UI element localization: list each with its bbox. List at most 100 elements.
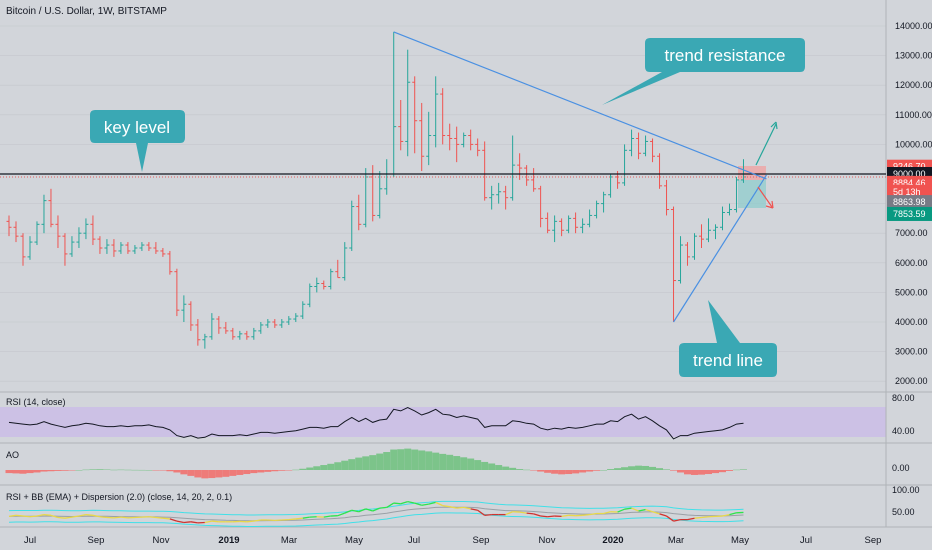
candle: [230, 327, 236, 340]
candle: [622, 144, 628, 186]
rsibb-segment: [428, 501, 436, 505]
rsibb-segment: [582, 513, 590, 516]
rsibb-segment: [687, 517, 695, 521]
ao-bar: [376, 453, 384, 470]
ao-bar: [614, 468, 622, 470]
rsibb-segment: [638, 508, 646, 512]
rsi-pane-title: RSI (14, close): [6, 397, 66, 407]
rsibb-segment: [393, 502, 401, 505]
rsibb-segment: [351, 509, 359, 513]
candle: [664, 179, 670, 216]
ao-bar: [166, 470, 174, 472]
time-label: Mar: [281, 535, 297, 546]
candle: [48, 188, 54, 228]
candle: [55, 215, 61, 248]
rsibb-segment: [701, 516, 709, 519]
candle: [398, 100, 404, 151]
ao-bar: [229, 470, 237, 476]
rsibb-segment: [722, 513, 730, 517]
rsibb-segment: [561, 514, 569, 518]
ao-bar: [285, 470, 293, 471]
trend-resistance-line[interactable]: [393, 31, 767, 180]
ao-bar: [404, 448, 412, 470]
ao-bar: [82, 469, 90, 471]
ao-bar: [117, 469, 125, 471]
ao-bar: [264, 470, 272, 472]
price-tick: 5000.00: [895, 287, 928, 297]
callout-key-level[interactable]: key level: [90, 110, 185, 172]
rsibb-segment: [540, 515, 548, 518]
candle: [307, 283, 313, 308]
candle: [356, 194, 362, 231]
rsibb-segment: [204, 520, 212, 524]
callout-label: trend resistance: [665, 46, 786, 65]
callout-trend-resistance[interactable]: trend resistance: [602, 38, 805, 105]
candle: [706, 218, 711, 243]
candle: [118, 242, 124, 254]
candle: [447, 123, 453, 151]
ao-bar: [131, 469, 139, 471]
bb-lower: [8, 512, 744, 527]
rsibb-segment: [337, 512, 345, 517]
rsibb-segment: [113, 516, 121, 519]
candle: [34, 221, 40, 246]
candle: [342, 242, 348, 281]
candle: [209, 313, 215, 340]
candle: [41, 194, 47, 234]
candle: [174, 268, 180, 317]
ao-bar: [698, 470, 706, 475]
callout-trend-line[interactable]: trend line: [679, 300, 777, 377]
rsibb-segment: [631, 507, 639, 512]
candle: [286, 316, 292, 325]
trend-support-line[interactable]: [673, 174, 767, 323]
ao-bar: [684, 470, 692, 475]
rsibb-segment: [288, 518, 296, 521]
candle: [685, 242, 691, 266]
ao-bar: [271, 470, 279, 472]
price-tag-label: 5d 13h: [893, 187, 921, 197]
rsibb-segment: [463, 506, 471, 510]
ao-bar: [537, 470, 545, 472]
candle: [335, 259, 341, 279]
ao-bar: [348, 459, 356, 470]
candle: [580, 218, 586, 234]
candle: [279, 319, 285, 328]
rsibb-segment: [36, 513, 45, 517]
time-label: May: [731, 535, 749, 546]
rsibb-segment: [421, 503, 429, 506]
rsibb-segment: [547, 515, 555, 518]
rsibb-segment: [323, 515, 331, 518]
ao-bar: [691, 470, 699, 475]
ao-bar: [411, 449, 419, 470]
time-label: Mar: [668, 535, 684, 546]
ao-bar: [607, 469, 615, 470]
ao-bar: [390, 449, 398, 470]
ao-bar: [425, 451, 433, 470]
candle: [153, 242, 159, 254]
rsibb-segment: [71, 515, 80, 518]
candle: [468, 129, 474, 151]
ao-bar: [502, 466, 510, 470]
price-tag-label: 9246.70: [893, 162, 926, 172]
candle: [321, 280, 327, 290]
rsibb-segment: [120, 516, 128, 519]
ao-bar: [677, 470, 685, 473]
rsibb-tick: 100.00: [892, 485, 920, 495]
candle-series: [6, 31, 746, 349]
price-tag: 8863.98: [887, 195, 932, 210]
candle: [314, 277, 320, 293]
rsibb-segment: [29, 515, 38, 518]
candle: [349, 200, 355, 251]
rsibb-segment: [659, 513, 667, 517]
time-axis[interactable]: Jul Sep Nov 2019 Mar May Jul Sep Nov 2020 Mar May Ju…: [24, 535, 882, 546]
ao-bar: [383, 452, 391, 470]
candle: [475, 138, 481, 157]
ao-bar: [299, 468, 307, 470]
ao-bar: [355, 457, 363, 470]
ao-bar: [467, 458, 475, 470]
ao-bar: [369, 455, 377, 470]
ao-bar: [635, 465, 643, 470]
rsibb-segment: [50, 514, 59, 519]
